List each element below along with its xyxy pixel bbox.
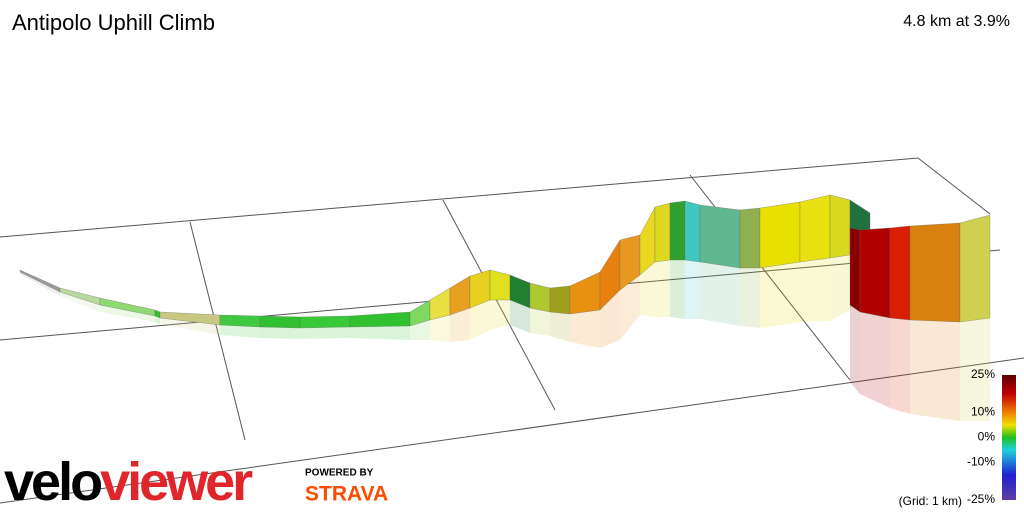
ribbon-reflection — [600, 290, 620, 348]
ribbon-reflection — [700, 262, 740, 326]
ribbon-reflection — [160, 318, 220, 335]
ribbon-reflection — [800, 258, 830, 322]
ribbon-reflection — [655, 260, 670, 317]
ribbon-segment — [489, 269, 511, 301]
ribbon-segment — [889, 225, 911, 321]
ribbon-reflection — [155, 316, 160, 324]
logo: veloviewer — [4, 452, 253, 512]
ribbon-reflection — [60, 292, 100, 312]
ribbon-reflection — [490, 300, 510, 330]
ribbon-segment — [859, 227, 891, 319]
ribbon-reflection — [20, 272, 60, 296]
ribbon-segment — [349, 311, 411, 328]
ribbon-reflection — [350, 326, 410, 340]
scale-tick-label: 10% — [971, 405, 995, 419]
ribbon-segment — [19, 269, 61, 293]
ribbon-reflection — [890, 318, 910, 414]
ribbon-segment — [849, 227, 861, 313]
ribbon-reflection — [430, 315, 450, 342]
ribbon-segment — [699, 204, 741, 269]
ribbon-reflection — [640, 262, 655, 317]
powered-by: POWERED BY — [305, 468, 374, 479]
scale-tick-label: -25% — [967, 492, 995, 506]
ribbon-segment — [429, 287, 451, 321]
ribbon-segment — [669, 200, 686, 261]
ribbon-reflection — [910, 320, 960, 421]
ribbon-reflection — [260, 327, 300, 339]
scale-tick-label: -10% — [967, 455, 995, 469]
ribbon-reflection — [220, 325, 260, 338]
scale-tick-label: 0% — [978, 430, 996, 444]
scale-tick-label: 25% — [971, 367, 995, 381]
strava: STRAVA — [305, 483, 388, 506]
grid-note: (Grid: 1 km) — [899, 494, 962, 508]
ribbon-reflection — [685, 260, 700, 319]
ribbon-reflection — [450, 308, 470, 342]
ribbon-segment — [909, 222, 961, 323]
ribbon-segment — [259, 315, 301, 329]
ribbon-segment — [654, 202, 671, 263]
elevation-ribbon — [19, 194, 991, 421]
ribbon-reflection — [760, 262, 800, 328]
title: Antipolo Uphill Climb — [12, 10, 215, 35]
ribbon-reflection — [830, 255, 850, 321]
ribbon-segment — [299, 315, 351, 329]
ribbon-segment — [569, 271, 601, 315]
ribbon-reflection — [530, 308, 550, 336]
ribbon-reflection — [550, 312, 570, 342]
stat: 4.8 km at 3.9% — [903, 13, 1010, 30]
ribbon-reflection — [570, 310, 600, 348]
ribbon-segment — [449, 275, 471, 316]
ribbon-segment — [684, 200, 701, 263]
ribbon-reflection — [860, 312, 890, 408]
ribbon-reflection — [740, 268, 760, 328]
ribbon-reflection — [510, 300, 530, 333]
ribbon-reflection — [960, 318, 990, 421]
ribbon-segment — [739, 207, 761, 269]
ribbon-segment — [529, 282, 551, 313]
ribbon-segment — [829, 194, 851, 259]
scale-ticks: 25% 10% 0% -10% -25% — [967, 367, 995, 506]
ribbon-reflection — [620, 275, 640, 340]
ribbon-segment — [959, 214, 991, 323]
ribbon-segment — [549, 285, 571, 315]
ribbon-segment — [219, 314, 261, 328]
logo-viewer: viewer — [100, 452, 253, 512]
ribbon-reflection — [670, 260, 685, 319]
ribbon-segment — [799, 194, 831, 263]
color-scale — [1002, 375, 1016, 500]
ribbon-reflection — [470, 300, 490, 340]
ribbon-reflection — [850, 305, 860, 394]
ribbon-segment — [759, 201, 801, 269]
ribbon-reflection — [410, 320, 430, 340]
logo-velo: velo — [4, 452, 101, 512]
ribbon-reflection — [300, 327, 350, 339]
ribbon-reflection — [100, 305, 155, 322]
